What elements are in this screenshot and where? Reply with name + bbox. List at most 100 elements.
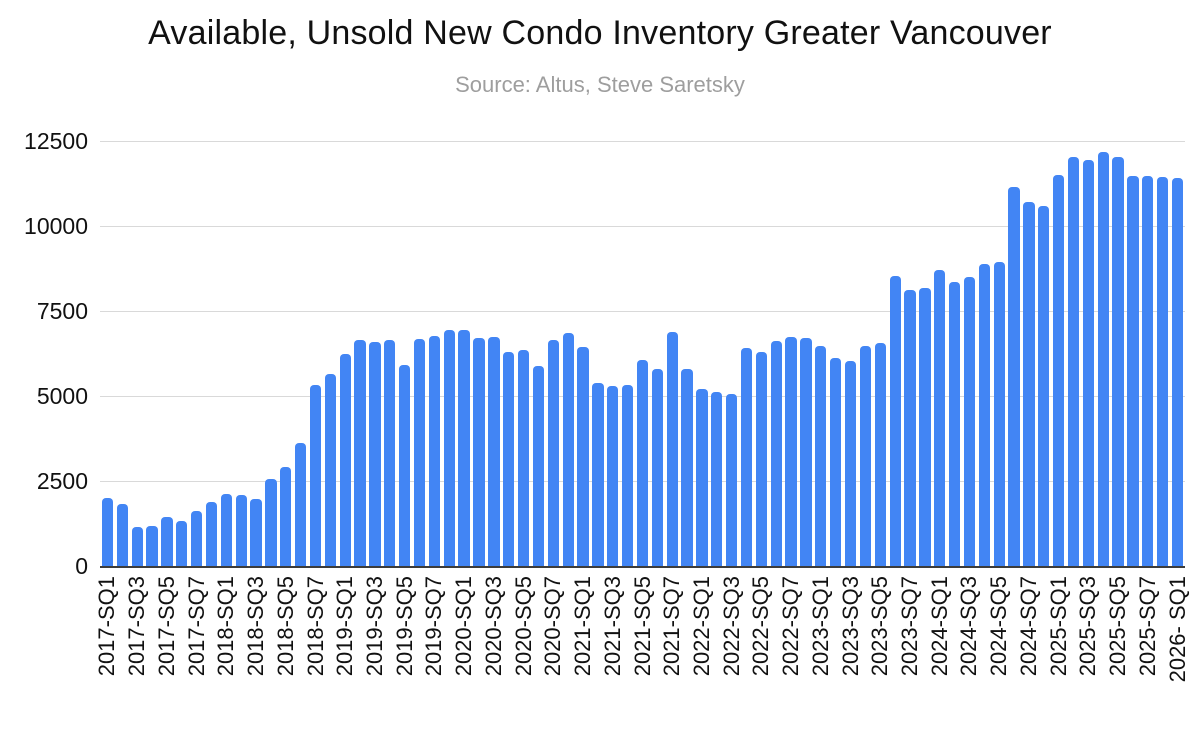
bar-2022-SQ8 bbox=[800, 338, 812, 566]
bar-2024-SQ6 bbox=[1008, 187, 1020, 566]
bar-2022-SQ6 bbox=[770, 341, 782, 566]
bar-2025-SQ4 bbox=[1097, 151, 1109, 566]
bar-2021-SQ7 bbox=[666, 332, 678, 566]
bar-2023-SQ4 bbox=[859, 346, 872, 566]
bar-2025-SQ6 bbox=[1127, 176, 1139, 566]
bar-2017-SQ8 bbox=[205, 501, 218, 566]
x-axis-tick-label: 2023-SQ1 bbox=[807, 576, 833, 677]
gridline bbox=[100, 225, 1185, 227]
x-axis-tick-label: 2023-SQ5 bbox=[867, 576, 893, 677]
bar-2019-SQ1 bbox=[339, 353, 351, 566]
bar-2021-SQ6 bbox=[651, 368, 663, 566]
bar-2023-SQ2 bbox=[830, 357, 842, 566]
bar-2026-SQ1 bbox=[1171, 178, 1184, 566]
bar-2020-SQ3 bbox=[488, 337, 500, 566]
bar-2022-SQ2 bbox=[711, 392, 723, 566]
x-axis-tick-label: 2019-SQ7 bbox=[421, 576, 447, 677]
bar-2017-SQ4 bbox=[146, 525, 158, 566]
bar-2025-SQ7 bbox=[1142, 175, 1154, 566]
bar-2021-SQ8 bbox=[681, 368, 693, 566]
bar-2020-SQ8 bbox=[562, 332, 574, 566]
x-axis-tick-label: 2025-SQ7 bbox=[1134, 576, 1160, 677]
bar-2018-SQ5 bbox=[280, 466, 292, 566]
bar-2025-SQ1 bbox=[1053, 175, 1065, 566]
y-axis-tick-label: 5000 bbox=[36, 383, 88, 409]
bar-2019-SQ4 bbox=[384, 340, 396, 566]
bar-2023-SQ1 bbox=[815, 346, 827, 566]
y-axis-tick-label: 10000 bbox=[24, 213, 88, 239]
bar-2017-SQ6 bbox=[176, 520, 188, 566]
x-axis-tick-label: 2021-SQ1 bbox=[570, 576, 596, 677]
bar-2021-SQ5 bbox=[636, 360, 649, 566]
x-axis-tick-label: 2020-SQ1 bbox=[451, 576, 477, 677]
bar-2018-SQ7 bbox=[309, 385, 322, 566]
y-axis-tick-label: 12500 bbox=[24, 128, 88, 154]
bar-2023-SQ3 bbox=[844, 360, 857, 566]
bar-2024-SQ4 bbox=[978, 264, 990, 566]
bar-2022-SQ4 bbox=[740, 347, 753, 566]
bar-2021-SQ2 bbox=[592, 383, 604, 566]
gridline bbox=[100, 310, 1185, 312]
x-axis-tick-label: 2024-SQ7 bbox=[1015, 576, 1041, 677]
bar-2023-SQ5 bbox=[874, 343, 886, 566]
x-axis-tick-label: 2017-SQ7 bbox=[183, 576, 209, 677]
bar-2019-SQ2 bbox=[354, 339, 366, 566]
x-axis-tick-label: 2025-SQ1 bbox=[1045, 576, 1071, 677]
x-axis-tick-label: 2021-SQ7 bbox=[659, 576, 685, 677]
bar-2022-SQ1 bbox=[696, 388, 708, 566]
x-axis-tick-label: 2019-SQ5 bbox=[391, 576, 417, 677]
x-axis-tick-label: 2018-SQ5 bbox=[272, 576, 298, 677]
x-axis-tick-label: 2023-SQ3 bbox=[837, 576, 863, 677]
bar-2019-SQ5 bbox=[399, 364, 411, 566]
plot-area bbox=[100, 140, 1185, 568]
bar-2020-SQ2 bbox=[473, 337, 485, 566]
y-axis-tick-label: 7500 bbox=[36, 298, 88, 324]
bar-2024-SQ3 bbox=[963, 277, 976, 566]
x-axis-tick-label: 2025-SQ5 bbox=[1105, 576, 1131, 677]
bar-2022-SQ5 bbox=[755, 352, 768, 566]
bar-2019-SQ8 bbox=[443, 330, 455, 566]
x-axis-tick-label: 2020-SQ5 bbox=[510, 576, 536, 677]
x-axis-tick-label: 2024-SQ3 bbox=[956, 576, 982, 677]
bar-2020-SQ1 bbox=[458, 330, 470, 566]
bar-2024-SQ2 bbox=[948, 282, 961, 566]
x-axis-tick-label: 2022-SQ1 bbox=[688, 576, 714, 677]
bar-2017-SQ5 bbox=[161, 517, 173, 566]
bar-2021-SQ3 bbox=[607, 386, 619, 566]
bar-2017-SQ3 bbox=[131, 526, 143, 566]
x-axis-line bbox=[100, 566, 1185, 568]
bar-2024-SQ1 bbox=[934, 269, 946, 566]
bar-2018-SQ3 bbox=[250, 499, 262, 566]
x-axis-tick-label: 2019-SQ1 bbox=[332, 576, 358, 677]
x-axis-tick-label: 2018-SQ7 bbox=[302, 576, 328, 677]
x-axis-tick-label: 2024-SQ1 bbox=[926, 576, 952, 677]
bar-2018-SQ6 bbox=[295, 442, 307, 566]
x-axis-tick-label: 2020-SQ7 bbox=[540, 576, 566, 677]
bar-2020-SQ7 bbox=[547, 339, 559, 566]
bar-2020-SQ4 bbox=[503, 352, 515, 566]
bar-2018-SQ2 bbox=[235, 494, 247, 566]
y-axis-tick-label: 0 bbox=[75, 553, 88, 579]
bar-2024-SQ5 bbox=[993, 262, 1005, 566]
y-axis-tick-label: 2500 bbox=[36, 468, 88, 494]
bar-2020-SQ6 bbox=[532, 366, 545, 566]
x-axis-tick-label: 2025-SQ3 bbox=[1075, 576, 1101, 677]
gridline bbox=[100, 140, 1185, 142]
bar-2023-SQ6 bbox=[889, 275, 901, 566]
bar-2018-SQ8 bbox=[324, 373, 336, 566]
x-axis-tick-label: 2019-SQ3 bbox=[361, 576, 387, 677]
bar-2024-SQ7 bbox=[1023, 202, 1035, 566]
x-axis-tick-label: 2022-SQ3 bbox=[718, 576, 744, 677]
chart-title: Available, Unsold New Condo Inventory Gr… bbox=[148, 14, 1052, 52]
bar-2023-SQ8 bbox=[919, 287, 931, 566]
x-axis-tick-label: 2021-SQ5 bbox=[629, 576, 655, 677]
x-axis-tick-label: 2018-SQ1 bbox=[213, 576, 239, 677]
x-axis-tick-label: 2021-SQ3 bbox=[599, 576, 625, 677]
bar-2025-SQ5 bbox=[1112, 156, 1124, 566]
x-axis-tick-label: 2022-SQ5 bbox=[748, 576, 774, 677]
bar-2023-SQ7 bbox=[904, 290, 916, 566]
bar-2020-SQ5 bbox=[517, 350, 530, 566]
x-axis-tick-label: 2026- SQ1 bbox=[1164, 576, 1190, 683]
x-axis-tick-label: 2023-SQ7 bbox=[897, 576, 923, 677]
